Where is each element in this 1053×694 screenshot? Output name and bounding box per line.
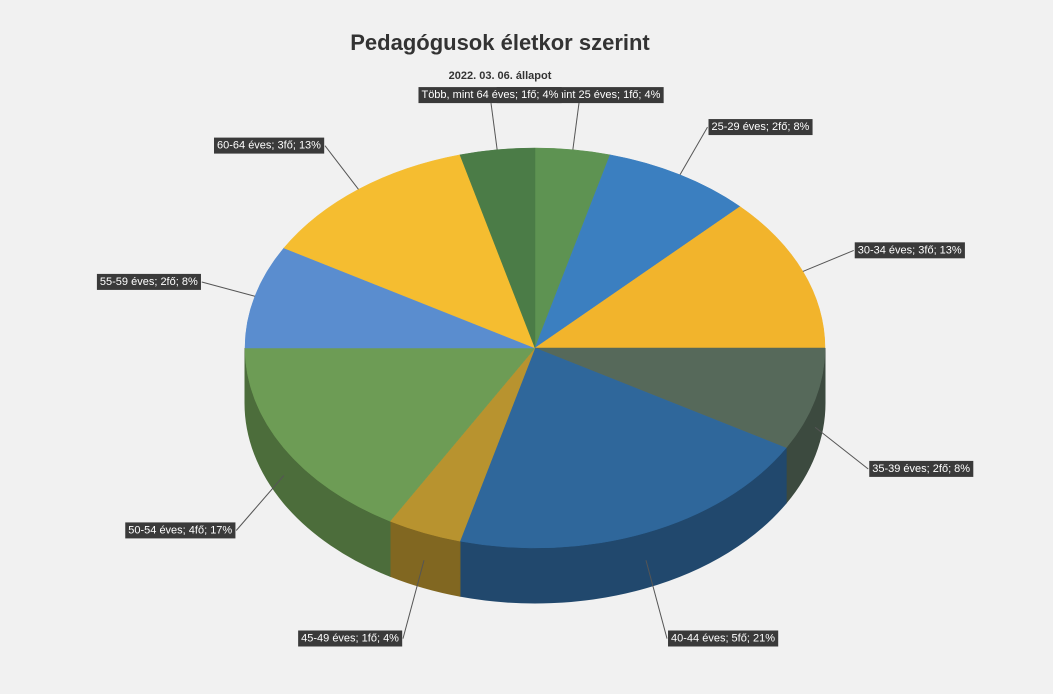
data-label: 35-39 éves; 2fő; 8% [872, 463, 970, 475]
slice [244, 247, 536, 349]
chart-subtitle: 2022. 03. 06. állapot [449, 70, 552, 82]
slice [244, 347, 536, 522]
leader-line [572, 95, 581, 150]
data-label-group: 25-29 éves; 2fő; 8% [708, 119, 813, 136]
leader-line [802, 249, 854, 272]
data-label: 60-64 éves; 3fő; 13% [217, 140, 321, 152]
leader-line [324, 145, 359, 190]
data-label-group: 35-39 éves; 2fő; 8% [869, 460, 974, 477]
data-label-box [708, 119, 813, 136]
slice [534, 347, 826, 449]
data-label-group: Több, mint 64 éves; 1fő; 4% [418, 87, 562, 104]
data-label: 25-29 éves; 2fő; 8% [712, 121, 810, 133]
data-label-box [854, 242, 965, 259]
chart-title: Pedagógusok életkor szerint [350, 30, 650, 55]
data-label: Több, mint 64 éves; 1fő; 4% [421, 89, 558, 101]
data-label: 45-49 éves; 1fő; 4% [301, 632, 399, 644]
slice [459, 147, 536, 349]
leader-line [645, 560, 668, 639]
data-label-group: 40-44 éves; 5fő; 21% [668, 630, 779, 647]
slice [534, 206, 826, 349]
data-label-group: 60-64 éves; 3fő; 13% [214, 137, 325, 154]
data-label-group: 50-54 éves; 4fő; 17% [125, 522, 236, 539]
data-label-group: 45-49 éves; 1fő; 4% [298, 630, 403, 647]
leader-line [402, 560, 425, 639]
slice [534, 154, 741, 349]
leader-line [679, 126, 708, 176]
data-label-group: 30-34 éves; 3fő; 13% [854, 242, 965, 259]
data-label-group: 55-59 éves; 2fő; 8% [96, 273, 201, 290]
data-label-box [96, 273, 201, 290]
slice [283, 154, 536, 349]
data-label-box [298, 630, 403, 647]
leader-line [201, 281, 256, 297]
data-label-box [869, 460, 974, 477]
slice [459, 347, 787, 549]
leader-line [814, 426, 869, 470]
data-label-box [418, 87, 562, 104]
data-label: 30-34 éves; 3fő; 13% [858, 244, 962, 256]
data-label-box [125, 522, 236, 539]
data-label: 55-59 éves; 2fő; 8% [100, 276, 198, 288]
data-label: 50-54 éves; 4fő; 17% [128, 524, 232, 536]
data-label-box [214, 137, 325, 154]
data-label: 40-44 éves; 5fő; 21% [671, 632, 775, 644]
data-label-box [668, 630, 779, 647]
leader-line [235, 475, 285, 531]
leader-line [489, 95, 498, 150]
